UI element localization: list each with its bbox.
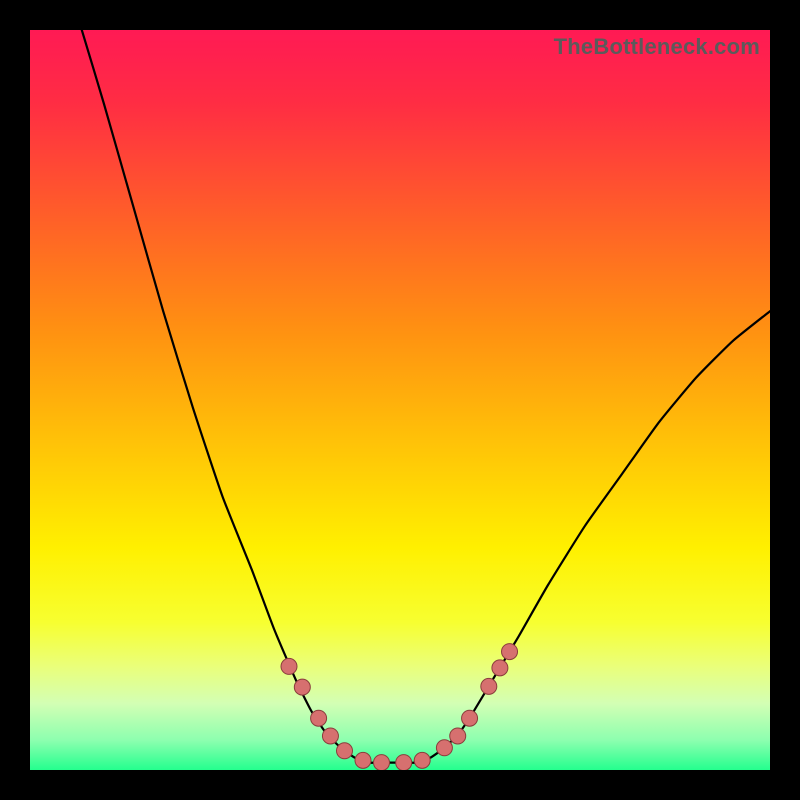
data-marker (337, 743, 353, 759)
data-marker (374, 755, 390, 770)
data-marker (322, 728, 338, 744)
watermark-text: TheBottleneck.com (554, 34, 760, 60)
data-marker (294, 679, 310, 695)
data-marker (450, 728, 466, 744)
gradient-background (30, 30, 770, 770)
data-marker (502, 644, 518, 660)
data-marker (481, 678, 497, 694)
data-marker (396, 755, 412, 770)
data-marker (414, 752, 430, 768)
data-marker (281, 658, 297, 674)
plot-svg (30, 30, 770, 770)
chart-frame: TheBottleneck.com (0, 0, 800, 800)
data-marker (462, 710, 478, 726)
plot-area: TheBottleneck.com (30, 30, 770, 770)
data-marker (355, 752, 371, 768)
data-marker (311, 710, 327, 726)
data-marker (492, 660, 508, 676)
data-marker (436, 740, 452, 756)
